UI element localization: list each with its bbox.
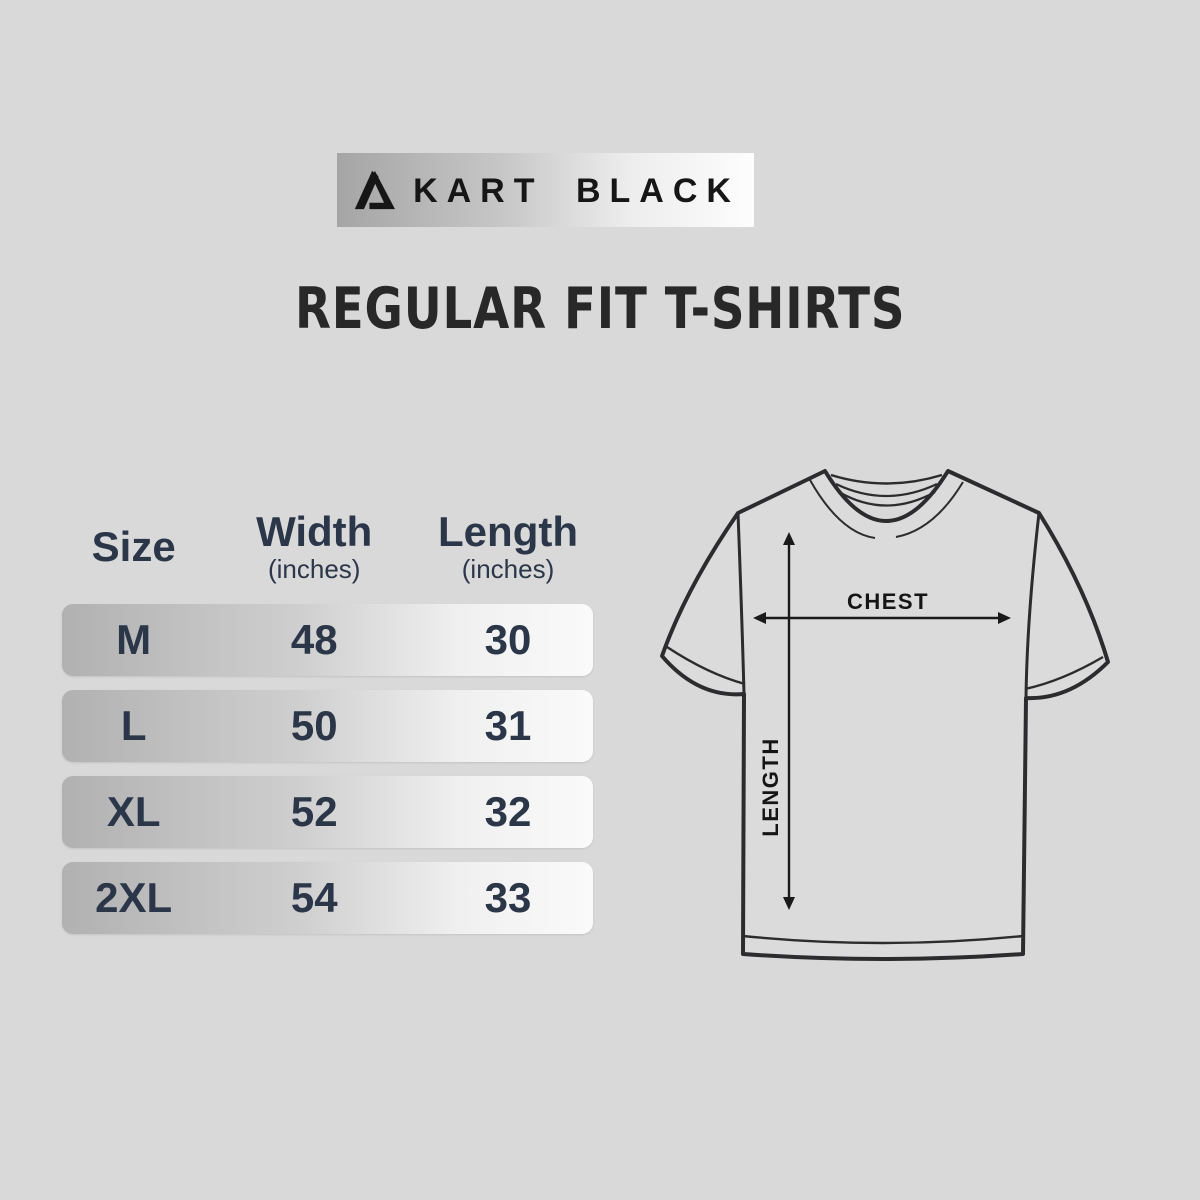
header-width: Width (inches) bbox=[256, 508, 373, 585]
brand-banner: KART BLACK bbox=[337, 153, 754, 227]
page-title-wrap: REGULAR FIT T-SHIRTS bbox=[0, 281, 1200, 338]
header-size: Size bbox=[91, 522, 176, 570]
length-measure-label: LENGTH bbox=[758, 737, 783, 837]
length-cell: 31 bbox=[484, 702, 532, 749]
kart-black-logo-icon bbox=[354, 170, 396, 210]
header-length: Length (inches) bbox=[438, 508, 578, 585]
length-cell: 33 bbox=[484, 874, 532, 921]
size-cell: XL bbox=[106, 788, 161, 835]
length-cell: 30 bbox=[484, 616, 532, 663]
width-cell: 52 bbox=[290, 788, 338, 835]
brand-name: KART BLACK bbox=[413, 171, 740, 210]
tshirt-outline-drawing bbox=[660, 469, 1110, 961]
width-cell: 48 bbox=[290, 616, 338, 663]
length-cell: 32 bbox=[484, 788, 532, 835]
size-cell: L bbox=[120, 702, 147, 749]
table-row: 2XL 54 33 bbox=[62, 862, 593, 934]
chest-measure-label: CHEST bbox=[846, 589, 930, 614]
size-table: Size Width (inches) Length (inches) M 48… bbox=[62, 504, 593, 934]
width-cell: 50 bbox=[290, 702, 338, 749]
chest-arrow bbox=[753, 612, 1011, 624]
width-cell: 54 bbox=[290, 874, 338, 921]
tshirt-diagram: CHEST LENGTH bbox=[650, 448, 1112, 973]
table-row: XL 52 32 bbox=[62, 776, 593, 848]
size-cell: M bbox=[116, 616, 152, 663]
table-row: M 48 30 bbox=[62, 604, 593, 676]
size-table-header: Size Width (inches) Length (inches) bbox=[62, 504, 593, 590]
length-arrow bbox=[783, 532, 795, 910]
table-row: L 50 31 bbox=[62, 690, 593, 762]
page-title: REGULAR FIT T-SHIRTS bbox=[294, 276, 906, 342]
size-cell: 2XL bbox=[95, 874, 173, 921]
